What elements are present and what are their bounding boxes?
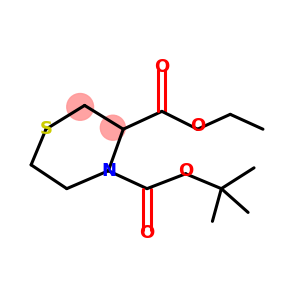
Circle shape [100,115,125,140]
Text: N: N [101,162,116,180]
Text: O: O [178,162,193,180]
Text: O: O [140,224,155,242]
Text: O: O [190,117,205,135]
Circle shape [67,94,94,120]
Text: O: O [154,58,170,76]
Text: S: S [40,120,52,138]
